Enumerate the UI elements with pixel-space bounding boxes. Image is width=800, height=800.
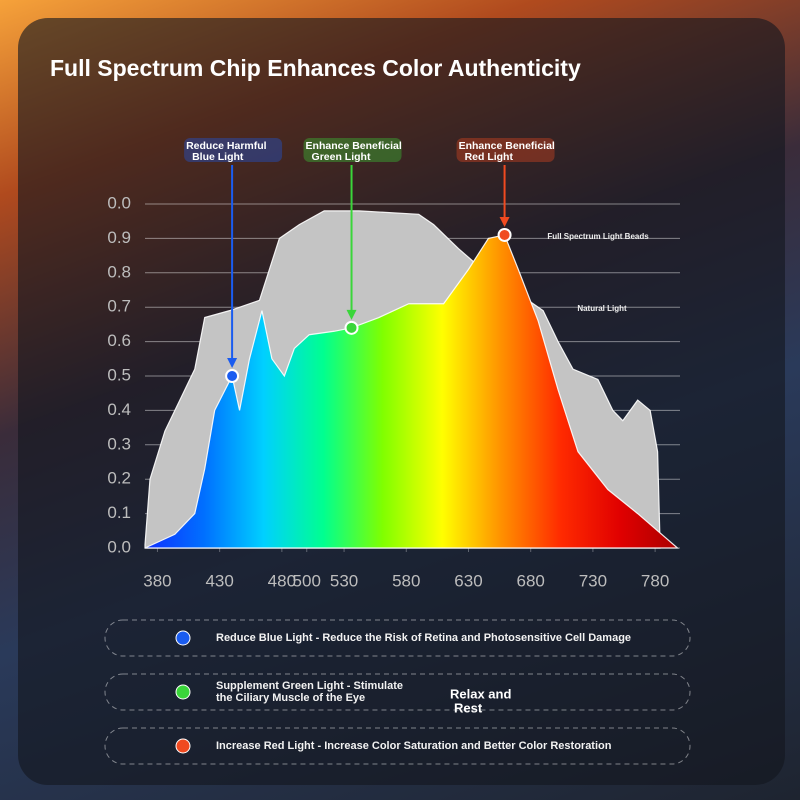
- callout-label: Reduce Harmful: [186, 140, 267, 152]
- y-tick-label: 0.2: [107, 469, 131, 488]
- y-tick-label: 0.6: [107, 331, 131, 350]
- callout-label: Red Light: [465, 151, 514, 163]
- x-tick-label: 380: [143, 571, 171, 590]
- y-tick-label: 0.0: [107, 193, 131, 212]
- callout-point: [344, 320, 359, 335]
- x-tick-label: 500: [293, 571, 321, 590]
- callout-arrowhead: [499, 216, 510, 227]
- x-tick-label: 730: [579, 571, 607, 590]
- series-label: Full Spectrum Light Beads: [547, 232, 649, 241]
- note-dot: [175, 630, 191, 646]
- y-tick-label: 0.5: [107, 365, 131, 384]
- callout-arrowhead: [227, 358, 238, 368]
- y-tick-label: 0.3: [107, 434, 131, 453]
- note-text: Reduce Blue Light - Reduce the Risk of R…: [216, 632, 631, 644]
- callout-glow: [184, 138, 283, 162]
- x-tick-label: 780: [641, 571, 669, 590]
- x-tick-label: 430: [205, 571, 233, 590]
- callout-label: Blue Light: [192, 151, 244, 163]
- chart-title: Full Spectrum Chip Enhances Color Authen…: [50, 55, 581, 81]
- y-tick-label: 0.7: [107, 297, 131, 316]
- x-tick-label: 630: [454, 571, 482, 590]
- callout-glow: [303, 138, 402, 162]
- note-box: [104, 673, 691, 711]
- y-tick-label: 0.8: [107, 262, 131, 281]
- side-note: Rest: [454, 700, 483, 715]
- x-tick-label: 480: [268, 571, 296, 590]
- y-tick-label: 0.0: [107, 537, 131, 556]
- y-tick-label: 0.9: [107, 228, 131, 247]
- callout-point: [497, 227, 512, 242]
- note-box: [104, 727, 691, 765]
- note-text: the Ciliary Muscle of the Eye: [216, 692, 365, 704]
- note-dot: [175, 738, 191, 754]
- y-tick-label: 0.4: [107, 400, 131, 419]
- side-note: Relax and: [450, 686, 511, 701]
- callout-glow: [456, 138, 555, 162]
- callout-label: Enhance Beneficial: [306, 140, 402, 152]
- note-text: Increase Red Light - Increase Color Satu…: [216, 740, 612, 752]
- callout-label: Enhance Beneficial: [459, 140, 555, 152]
- y-tick-label: 0.1: [107, 503, 131, 522]
- series-label: Natural Light: [577, 304, 627, 313]
- x-tick-label: 580: [392, 571, 420, 590]
- callout-point: [225, 369, 240, 383]
- x-tick-label: 680: [517, 571, 545, 590]
- callout-arrowhead: [346, 309, 357, 320]
- x-tick-label: 530: [330, 571, 358, 590]
- note-box: [104, 619, 691, 657]
- note-dot: [175, 684, 191, 700]
- callout-label: Green Light: [312, 151, 371, 163]
- note-text: Supplement Green Light - Stimulate: [216, 680, 403, 692]
